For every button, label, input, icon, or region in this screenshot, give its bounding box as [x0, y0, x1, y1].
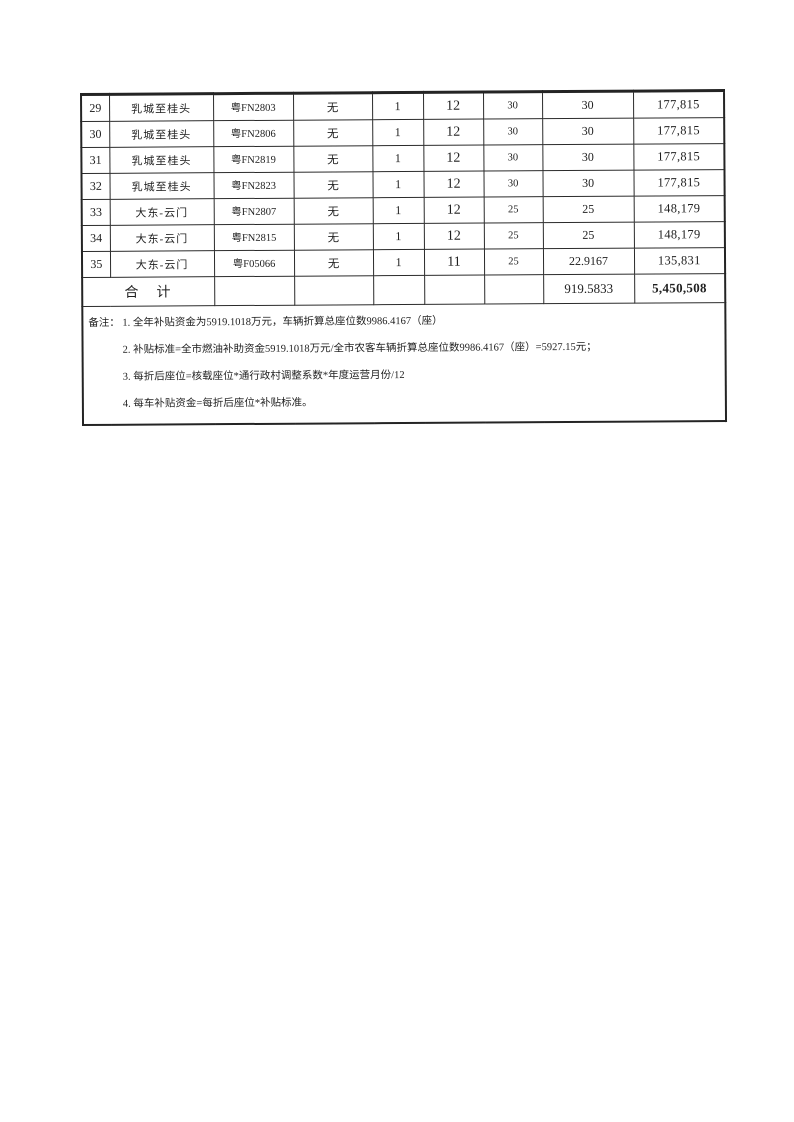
table-cell: 30: [483, 144, 543, 172]
table-cell: 11: [423, 249, 485, 276]
notes-label: 备注：: [88, 317, 120, 329]
table-cell: 148,179: [633, 221, 725, 249]
table-cell: 大东-云门: [109, 198, 214, 226]
total-empty-cell: [214, 276, 295, 306]
table-cell: 177,815: [633, 117, 725, 145]
table-cell: 12: [423, 171, 484, 198]
table-cell: 无: [293, 92, 373, 121]
table-cell: 乳城至桂头: [109, 146, 214, 174]
table-cell: 12: [423, 92, 484, 120]
table-cell: 33: [81, 199, 110, 226]
subsidy-table: 29 乳城至桂头 粤FN2803 无 1 12 30 30 177,815 30 乳城至桂头 粤FN2…: [80, 89, 728, 426]
total-empty-cell: [373, 275, 425, 305]
table-cell: 22.9167: [542, 248, 635, 275]
table-cell: 1: [372, 249, 425, 276]
table-cell: 1: [372, 119, 424, 146]
table-cell: 1: [372, 223, 424, 250]
table-cell: 30: [542, 170, 634, 197]
total-label: 合 计: [82, 276, 215, 307]
table-cell: 30: [81, 121, 110, 148]
table-cell: 无: [293, 145, 373, 173]
table-cell: 177,815: [633, 169, 725, 197]
total-empty-cell: [484, 274, 544, 305]
table-cell: 1: [372, 92, 424, 120]
table-cell: 29: [81, 94, 110, 122]
table-row: 33 大东-云门 粤FN2807 无 1 12 25 25 148,179: [81, 195, 725, 226]
table-cell: 34: [81, 225, 110, 252]
table-cell: 12: [423, 119, 484, 146]
total-row: 合 计 919.5833 5,450,508: [82, 273, 726, 307]
notes-cell: 备注： 1. 全年补贴资金为5919.1018万元，车辆折算总座位数9986.4…: [82, 302, 727, 425]
note-item: 4. 每车补贴资金=每折后座位*补贴标准。: [122, 397, 313, 410]
table-cell: 无: [293, 197, 373, 225]
table-cell: 12: [423, 145, 484, 172]
table-cell: 30: [483, 170, 543, 198]
table-cell: 32: [81, 173, 110, 200]
table-cell: 乳城至桂头: [109, 93, 214, 122]
table-row: 30 乳城至桂头 粤FN2806 无 1 12 30 30 177,815: [81, 117, 725, 148]
table-cell: 177,815: [632, 90, 725, 119]
table-cell: 30: [542, 118, 634, 145]
table-cell: 30: [483, 91, 543, 120]
table-cell: 1: [372, 145, 424, 172]
table-row: 31 乳城至桂头 粤FN2819 无 1 12 30 30 177,815: [81, 143, 725, 174]
table-row: 29 乳城至桂头 粤FN2803 无 1 12 30 30 177,815: [81, 90, 725, 122]
table-cell: 25: [542, 196, 634, 223]
notes-row: 备注： 1. 全年补贴资金为5919.1018万元，车辆折算总座位数9986.4…: [82, 302, 727, 425]
table-cell: 148,179: [633, 195, 725, 223]
table-cell: 30: [483, 118, 543, 146]
notes-list: 1. 全年补贴资金为5919.1018万元，车辆折算总座位数9986.4167（…: [122, 312, 719, 424]
table-cell: 30: [542, 144, 634, 171]
table-cell: 31: [81, 147, 110, 174]
table-row: 35 大东-云门 粤F05066 无 1 11 25 22.9167 135,831: [81, 247, 726, 278]
table-cell: 粤F05066: [213, 250, 295, 277]
table-row: 34 大东-云门 粤FN2815 无 1 12 25 25 148,179: [81, 221, 725, 252]
table-cell: 12: [423, 223, 484, 250]
table-cell: 乳城至桂头: [109, 172, 214, 200]
table-cell: 粤FN2815: [213, 224, 294, 251]
table-cell: 大东-云门: [109, 250, 215, 278]
table-cell: 25: [483, 248, 544, 276]
table-cell: 无: [293, 249, 374, 277]
notes-block: 备注： 1. 全年补贴资金为5919.1018万元，车辆折算总座位数9986.4…: [88, 312, 719, 424]
table-cell: 粤FN2807: [213, 198, 294, 225]
subsidy-table-wrap: 29 乳城至桂头 粤FN2803 无 1 12 30 30 177,815 30 乳城至桂头 粤FN2…: [80, 89, 728, 426]
table-cell: 粤FN2819: [213, 146, 294, 173]
table-cell: 25: [483, 196, 543, 224]
note-item: 3. 每折后座位=核载座位*通行政村调整系数*年度运营月份/12: [122, 370, 405, 383]
table-cell: 无: [293, 119, 373, 147]
table-cell: 粤FN2806: [213, 120, 294, 147]
table-cell: 无: [293, 223, 373, 251]
table-cell: 1: [372, 197, 424, 224]
table-cell: 25: [483, 222, 543, 250]
table-cell: 粤FN2823: [213, 172, 294, 199]
note-item: 1. 全年补贴资金为5919.1018万元，车辆折算总座位数9986.4167（…: [122, 315, 443, 329]
total-folded-seats: 919.5833: [543, 274, 635, 304]
table-cell: 无: [293, 171, 373, 199]
total-subsidy-amount: 5,450,508: [634, 273, 726, 304]
total-empty-cell: [294, 275, 374, 306]
table-cell: 177,815: [633, 143, 725, 171]
note-item: 2. 补贴标准=全市燃油补助资金5919.1018万元/全市农客车辆折算总座位数…: [122, 341, 597, 356]
table-cell: 25: [542, 222, 634, 249]
table-cell: 12: [423, 197, 484, 224]
total-empty-cell: [424, 275, 485, 305]
table-cell: 大东-云门: [109, 224, 214, 252]
table-cell: 1: [372, 171, 424, 198]
table-cell: 135,831: [633, 247, 726, 275]
table-body: 29 乳城至桂头 粤FN2803 无 1 12 30 30 177,815 30 乳城至桂头 粤FN2…: [81, 90, 727, 425]
table-cell: 乳城至桂头: [109, 120, 214, 148]
table-cell: 30: [542, 91, 634, 119]
table-cell: 35: [81, 251, 111, 278]
table-row: 32 乳城至桂头 粤FN2823 无 1 12 30 30 177,815: [81, 169, 725, 200]
table-cell: 粤FN2803: [213, 93, 294, 121]
